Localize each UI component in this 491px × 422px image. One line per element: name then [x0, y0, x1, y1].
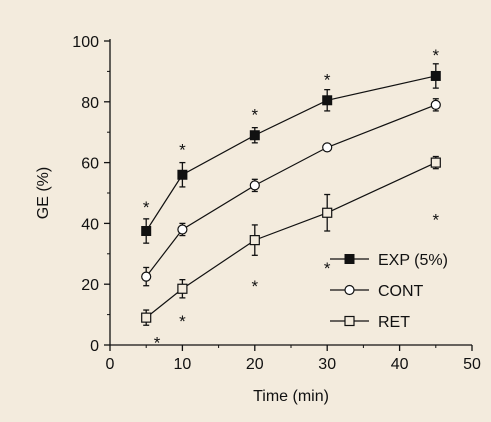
y-tick-label: 60: [81, 156, 99, 173]
significance-star: *: [324, 259, 331, 278]
x-tick-label: 50: [463, 356, 481, 373]
series-ret: [141, 155, 441, 326]
significance-star: *: [251, 277, 258, 296]
y-tick-label: 40: [81, 216, 99, 233]
data-point: [430, 99, 441, 110]
data-point: [141, 312, 152, 323]
significance-marks: * * * * * * * * * *: [143, 46, 440, 352]
data-point: [177, 169, 188, 180]
x-tick-label: 10: [174, 356, 192, 373]
legend-label: CONT: [378, 283, 424, 300]
data-point: [249, 235, 260, 246]
x-axis-title: Time (min): [253, 388, 329, 405]
data-point: [430, 157, 441, 168]
significance-star: *: [179, 140, 186, 159]
legend: EXP (5%) CONT RET: [330, 252, 448, 331]
data-point: [141, 271, 152, 282]
series-exp-5: [141, 63, 441, 244]
series-line: [145, 104, 437, 277]
axes: 0 20 40 60 80 100 0 10 20 30 40 50: [72, 34, 481, 373]
data-point: [177, 224, 188, 235]
significance-star: *: [143, 198, 150, 217]
legend-label: EXP (5%): [378, 252, 448, 269]
data-point: [141, 226, 152, 236]
x-tick-label: 0: [106, 356, 115, 373]
x-tick-label: 20: [246, 356, 264, 373]
y-tick-label: 80: [81, 95, 99, 112]
series-cont: [141, 98, 441, 287]
x-tick-label: 30: [318, 356, 336, 373]
significance-star: *: [154, 333, 161, 352]
data-point: [322, 142, 333, 153]
significance-star: *: [251, 105, 258, 124]
data-point: [322, 207, 333, 218]
legend-marker: [344, 254, 355, 264]
series-layer: [141, 63, 441, 326]
data-point: [249, 180, 260, 191]
series-line: [145, 75, 436, 232]
y-axis-title: GE (%): [35, 167, 52, 219]
legend-item: RET: [330, 314, 410, 331]
data-point: [430, 70, 441, 81]
significance-star: *: [432, 210, 439, 229]
data-point: [249, 130, 260, 141]
y-tick-label: 100: [72, 34, 99, 51]
y-tick-label: 0: [90, 338, 99, 355]
legend-item: EXP (5%): [330, 252, 448, 269]
significance-star: *: [432, 46, 439, 65]
significance-star: *: [179, 312, 186, 331]
significance-star: *: [324, 70, 331, 89]
data-point: [177, 283, 188, 294]
y-tick-label: 20: [81, 277, 99, 294]
data-point: [322, 95, 333, 106]
legend-marker: [344, 284, 355, 296]
x-tick-label: 40: [391, 356, 409, 373]
legend-label: RET: [378, 314, 410, 331]
legend-marker: [344, 315, 355, 327]
legend-item: CONT: [330, 283, 424, 300]
